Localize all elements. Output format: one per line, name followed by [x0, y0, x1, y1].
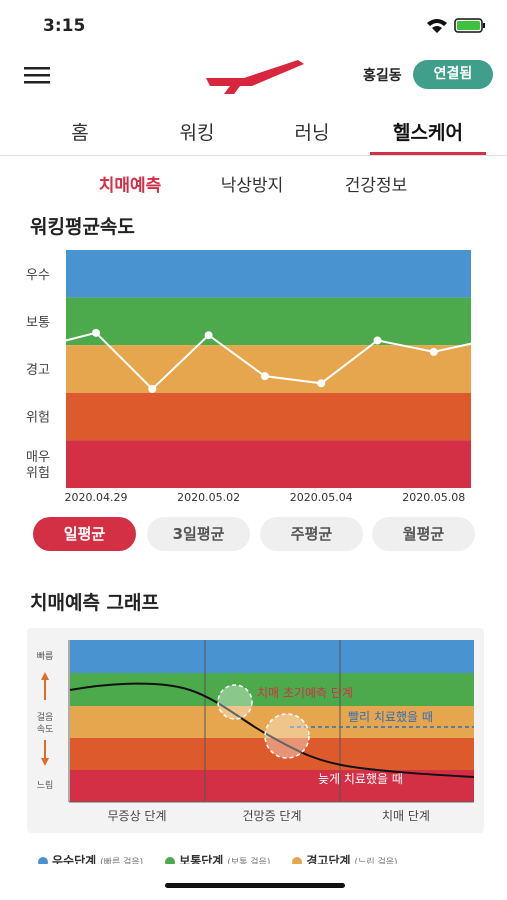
- legend-note: (느린 걸음): [354, 858, 398, 864]
- legend-label: 보통단계: [179, 854, 224, 864]
- legend-dot: [165, 856, 176, 864]
- band-label: 위험: [26, 411, 50, 426]
- logo: [206, 60, 304, 94]
- legend-note: (보통 걸음): [227, 858, 271, 864]
- period-button[interactable]: 일평균: [33, 517, 136, 551]
- speed-label: 걸음: [37, 712, 54, 723]
- x-tick-label: 2020.04.29: [65, 491, 128, 504]
- tab[interactable]: 헬스케어: [393, 122, 463, 144]
- x-tick-label: 2020.05.04: [290, 491, 353, 504]
- point: [204, 331, 213, 340]
- legend-item: 경고단계 (느린 걸음): [292, 854, 398, 864]
- section-title: 치매예측 그래프: [30, 592, 159, 614]
- bottom-area: [0, 864, 507, 900]
- band: [66, 345, 471, 393]
- band: [66, 297, 471, 346]
- sub-tab[interactable]: 치매예측: [98, 176, 162, 196]
- divider: [0, 155, 507, 156]
- legend-note: (빠른 걸음): [100, 858, 144, 864]
- home-indicator: [165, 883, 345, 888]
- x-tick-label: 2020.05.08: [402, 491, 465, 504]
- stage-label: 건망증 단계: [242, 809, 301, 823]
- band: [66, 392, 471, 441]
- status-icons: [427, 18, 485, 33]
- band-label: 위험: [26, 466, 50, 481]
- section-title: 워킹평균속도: [30, 216, 135, 238]
- speed-label: 속도: [37, 724, 54, 735]
- tab[interactable]: 홈: [71, 122, 89, 144]
- point: [373, 336, 382, 345]
- period-button[interactable]: 주평균: [260, 517, 363, 551]
- legend-label: 우수단계: [52, 854, 97, 864]
- connection-button[interactable]: 연결됨: [413, 60, 493, 89]
- annotation: 치매 초기예측 단계: [257, 686, 353, 700]
- legend-item: 우수단계 (빠른 걸음): [38, 854, 143, 864]
- sub-tab[interactable]: 낙상방지: [220, 176, 284, 196]
- point: [260, 372, 269, 381]
- legend-dot: [38, 856, 48, 864]
- band: [66, 250, 471, 298]
- annotation: 늦게 치료했을 때: [318, 772, 403, 786]
- legend-dot: [292, 856, 303, 864]
- menu-icon[interactable]: [24, 66, 52, 86]
- legend-item: 보통단계 (보통 걸음): [165, 854, 270, 864]
- speed-slow: 느림: [37, 779, 54, 791]
- band: [66, 440, 471, 488]
- legend-label: 경고단계: [306, 854, 351, 864]
- point: [317, 379, 326, 388]
- band-label: 보통: [26, 315, 50, 330]
- point: [148, 384, 157, 393]
- band-label: 매우: [26, 450, 50, 465]
- stage-label: 무증상 단계: [107, 809, 166, 823]
- speed-fast: 빠름: [37, 651, 54, 662]
- period-button[interactable]: 3일평균: [147, 517, 250, 551]
- stage-label: 치매 단계: [382, 809, 430, 823]
- annotation: 빨리 치료했을 때: [348, 710, 433, 724]
- tab-underline: [370, 152, 486, 155]
- tab[interactable]: 러닝: [294, 122, 330, 144]
- point: [92, 328, 100, 337]
- time: 3:15: [43, 16, 86, 36]
- sub-tab[interactable]: 건강정보: [344, 176, 408, 196]
- point: [429, 347, 438, 356]
- tab[interactable]: 워킹: [179, 122, 215, 144]
- dementia-graph: 빠름 걸음 속도 느림 치매 초기예측 단계 빨리 치료했을 때 늦게 치료했을…: [37, 640, 475, 823]
- x-tick-label: 2020.05.02: [177, 491, 240, 504]
- legend: 우수단계 (빠른 걸음) 보통단계 (보통 걸음) 경고단계 (느린 걸음): [38, 852, 420, 864]
- period-button[interactable]: 월평균: [372, 517, 475, 551]
- band-label: 우수: [26, 268, 50, 283]
- band-label: 경고: [26, 363, 50, 378]
- legend-clip: 우수단계 (빠른 걸음) 보통단계 (보통 걸음) 경고단계 (느린 걸음): [0, 850, 507, 864]
- user-name: 홍길동: [363, 68, 402, 84]
